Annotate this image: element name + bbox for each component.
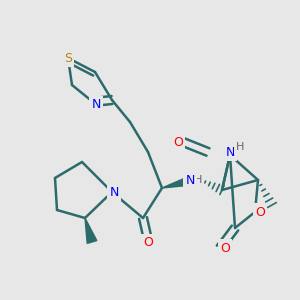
Text: O: O — [173, 136, 183, 148]
Text: N: N — [109, 185, 119, 199]
Text: S: S — [64, 52, 72, 64]
Text: N: N — [185, 173, 195, 187]
Text: O: O — [255, 206, 265, 218]
Text: N: N — [225, 146, 235, 158]
Text: N: N — [91, 98, 101, 112]
Polygon shape — [85, 218, 97, 243]
Text: H: H — [236, 142, 244, 152]
Polygon shape — [162, 175, 194, 188]
Text: O: O — [220, 242, 230, 254]
Text: H: H — [194, 175, 202, 185]
Text: O: O — [143, 236, 153, 250]
